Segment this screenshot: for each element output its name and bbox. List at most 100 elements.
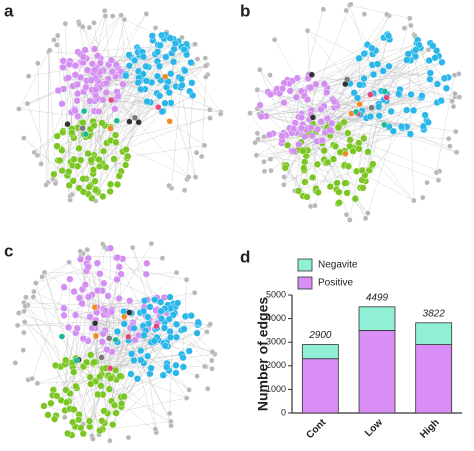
node bbox=[162, 54, 169, 61]
node bbox=[181, 46, 188, 53]
node bbox=[361, 75, 368, 82]
node bbox=[253, 140, 258, 145]
node bbox=[59, 334, 65, 340]
node bbox=[66, 260, 71, 265]
node bbox=[192, 42, 197, 47]
node bbox=[63, 399, 70, 406]
node bbox=[107, 245, 114, 252]
node bbox=[66, 61, 73, 68]
node bbox=[162, 74, 168, 80]
node bbox=[65, 168, 72, 175]
node bbox=[153, 25, 158, 30]
node bbox=[70, 369, 77, 376]
bar-segment bbox=[416, 345, 452, 413]
node bbox=[113, 337, 119, 343]
node bbox=[114, 328, 121, 335]
panel-label: a bbox=[4, 1, 14, 20]
node bbox=[70, 192, 75, 197]
node bbox=[166, 316, 173, 323]
node bbox=[121, 321, 128, 328]
node bbox=[309, 72, 315, 78]
node bbox=[25, 101, 30, 106]
node bbox=[92, 187, 99, 194]
node bbox=[257, 67, 262, 72]
node bbox=[347, 136, 354, 143]
node bbox=[167, 411, 172, 416]
node bbox=[362, 12, 367, 17]
node bbox=[54, 143, 61, 150]
node bbox=[202, 143, 207, 148]
node bbox=[68, 129, 75, 136]
node bbox=[109, 421, 116, 428]
node bbox=[321, 7, 326, 12]
node bbox=[97, 60, 104, 67]
node bbox=[284, 142, 291, 149]
node bbox=[331, 98, 338, 105]
node bbox=[122, 17, 127, 22]
node bbox=[94, 260, 101, 267]
node bbox=[85, 294, 92, 301]
node bbox=[365, 148, 372, 155]
node bbox=[188, 312, 195, 319]
node bbox=[359, 167, 366, 174]
node bbox=[344, 8, 349, 13]
node bbox=[344, 190, 351, 197]
panel-label: c bbox=[4, 241, 13, 260]
node bbox=[156, 92, 163, 99]
node bbox=[81, 108, 87, 114]
node bbox=[344, 130, 351, 137]
node bbox=[447, 144, 452, 149]
node bbox=[332, 143, 339, 150]
node bbox=[94, 391, 101, 398]
node bbox=[77, 256, 84, 263]
node bbox=[456, 71, 461, 76]
panel-label: d bbox=[240, 247, 250, 266]
node bbox=[408, 91, 415, 98]
node bbox=[51, 37, 56, 42]
node bbox=[309, 132, 316, 139]
node bbox=[118, 400, 125, 407]
node bbox=[375, 103, 382, 110]
node bbox=[335, 124, 342, 131]
panel-label: b bbox=[240, 1, 250, 20]
node bbox=[91, 122, 98, 129]
node bbox=[47, 48, 52, 53]
node bbox=[96, 427, 103, 434]
node bbox=[35, 153, 40, 158]
node bbox=[154, 73, 161, 80]
node bbox=[202, 364, 207, 369]
node bbox=[51, 416, 58, 423]
node bbox=[80, 24, 85, 29]
node bbox=[174, 270, 179, 275]
node bbox=[195, 56, 200, 61]
node bbox=[77, 157, 84, 164]
node bbox=[210, 349, 215, 354]
node bbox=[114, 276, 121, 283]
node bbox=[173, 370, 180, 377]
node bbox=[182, 67, 189, 74]
node bbox=[80, 125, 86, 131]
node bbox=[309, 174, 316, 181]
node bbox=[103, 346, 110, 353]
node bbox=[365, 211, 370, 216]
node bbox=[301, 158, 308, 165]
node bbox=[13, 360, 18, 365]
node bbox=[140, 53, 147, 60]
node bbox=[107, 181, 114, 188]
node bbox=[434, 81, 441, 88]
node bbox=[121, 393, 128, 400]
node bbox=[140, 308, 147, 315]
edge bbox=[25, 322, 90, 421]
node bbox=[35, 61, 40, 66]
node bbox=[107, 365, 113, 371]
node bbox=[59, 167, 66, 174]
node bbox=[443, 85, 450, 92]
node bbox=[54, 133, 61, 140]
node bbox=[69, 419, 76, 426]
node bbox=[100, 280, 107, 287]
node bbox=[72, 383, 79, 390]
node bbox=[438, 97, 445, 104]
node bbox=[167, 118, 173, 124]
node bbox=[55, 33, 60, 38]
node bbox=[26, 74, 31, 79]
